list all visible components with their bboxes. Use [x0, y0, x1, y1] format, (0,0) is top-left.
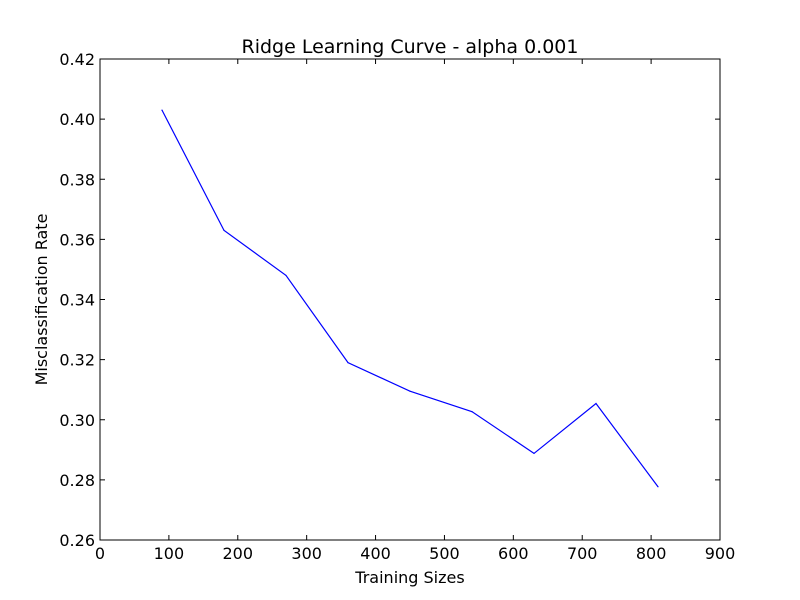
x-tick-label: 300	[291, 544, 322, 563]
x-tick-label: 100	[154, 544, 185, 563]
data-point	[533, 452, 535, 455]
data-point	[409, 390, 411, 392]
x-tick-label: 700	[567, 544, 598, 563]
x-tick-label: 500	[429, 544, 460, 563]
plot-layer	[161, 109, 659, 488]
y-tick-label: 0.42	[59, 50, 95, 69]
plot-frame	[99, 58, 721, 541]
data-point	[285, 274, 287, 277]
tick-layer: 0 100 200 300 400 500 600 700 800 900 0.26 0.28 0.30…	[59, 50, 735, 563]
x-tick-label: 0	[95, 544, 105, 563]
x-tick-label: 600	[498, 544, 529, 563]
y-tick-label: 0.40	[59, 110, 95, 129]
data-point	[657, 486, 659, 488]
y-tick-label: 0.32	[59, 351, 95, 370]
y-axis-title: Misclassification Rate	[32, 214, 51, 386]
data-point	[161, 109, 163, 111]
chart-title: Ridge Learning Curve - alpha 0.001	[242, 36, 579, 58]
data-point	[471, 411, 473, 413]
data-point	[347, 362, 349, 364]
y-tick-label: 0.30	[59, 411, 95, 430]
y-tick-label: 0.28	[59, 471, 95, 490]
x-tick-label: 900	[705, 544, 736, 563]
data-point	[223, 229, 225, 231]
data-point	[595, 402, 597, 405]
x-axis-title: Training Sizes	[354, 568, 464, 587]
y-tick-label: 0.38	[59, 170, 95, 189]
y-tick-label: 0.26	[59, 531, 95, 550]
x-tick-label: 400	[360, 544, 391, 563]
x-tick-label: 200	[223, 544, 254, 563]
x-tick-label: 800	[636, 544, 667, 563]
y-tick-label: 0.34	[59, 291, 95, 310]
y-tick-label: 0.36	[59, 230, 95, 249]
